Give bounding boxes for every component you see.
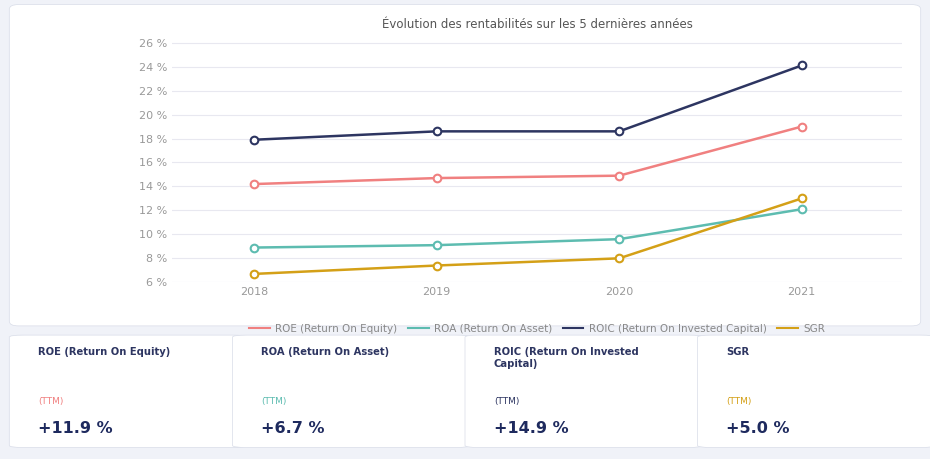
Text: +5.0 %: +5.0 % — [726, 421, 790, 436]
Text: (TTM): (TTM) — [726, 397, 751, 406]
Text: (TTM): (TTM) — [38, 397, 63, 406]
Text: +14.9 %: +14.9 % — [494, 421, 568, 436]
FancyBboxPatch shape — [232, 335, 470, 448]
Title: Évolution des rentabilités sur les 5 dernières années: Évolution des rentabilités sur les 5 der… — [381, 18, 693, 31]
FancyBboxPatch shape — [698, 335, 930, 448]
Text: ROE (Return On Equity): ROE (Return On Equity) — [38, 347, 170, 357]
FancyBboxPatch shape — [465, 335, 702, 448]
Text: ROIC (Return On Invested
Capital): ROIC (Return On Invested Capital) — [494, 347, 639, 369]
Text: +11.9 %: +11.9 % — [38, 421, 113, 436]
Text: +6.7 %: +6.7 % — [261, 421, 325, 436]
Legend: ROE (Return On Equity), ROA (Return On Asset), ROIC (Return On Invested Capital): ROE (Return On Equity), ROA (Return On A… — [246, 319, 829, 338]
FancyBboxPatch shape — [9, 335, 246, 448]
Text: ROA (Return On Asset): ROA (Return On Asset) — [261, 347, 390, 357]
Text: (TTM): (TTM) — [494, 397, 519, 406]
Text: SGR: SGR — [726, 347, 750, 357]
Text: (TTM): (TTM) — [261, 397, 286, 406]
